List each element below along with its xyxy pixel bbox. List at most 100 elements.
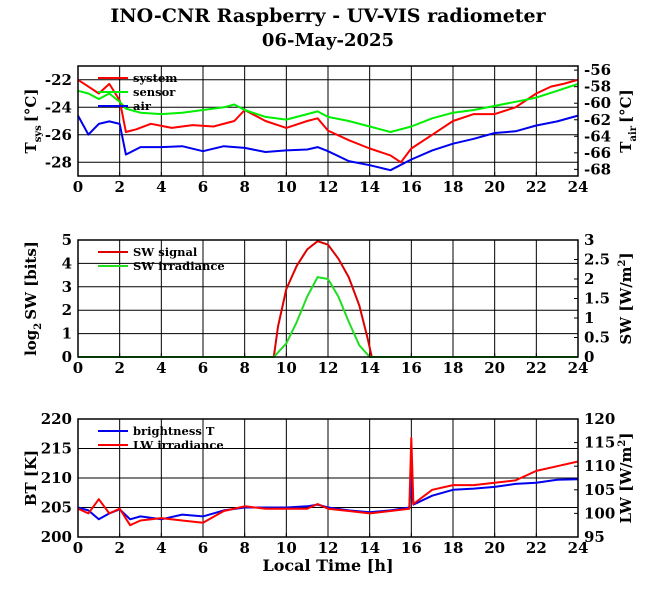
y-right-axis-label-unit: ]	[617, 433, 635, 440]
panel-2: 0 2 4 6 8 10 12 14 16 18 20 22 2401234500.511.522.53…	[22, 231, 635, 377]
y-right-tick-label: 0.5	[584, 329, 610, 347]
x-tick-label: 16	[401, 359, 422, 377]
y-left-axis-label: BT [K]	[22, 450, 40, 506]
legend-label: sensor	[133, 85, 176, 99]
panels: 0 2 4 6 8 10 12 14 16 18 20 22 24-22-24-26-28-56-58-…	[22, 61, 639, 575]
x-tick-label: 2	[114, 359, 124, 377]
y-left-tick-label: 3	[62, 278, 72, 296]
y-right-tick-label: 105	[584, 481, 615, 499]
y-right-tick-label: -60	[584, 94, 611, 112]
y-left-tick-label: 200	[41, 528, 72, 546]
y-right-tick-label: 2.5	[584, 251, 610, 269]
y-right-tick-label: 2	[584, 270, 594, 288]
x-tick-label: 24	[568, 539, 589, 557]
x-tick-label: 18	[443, 178, 464, 196]
series-line-system	[77, 78, 579, 164]
x-tick-label: 4	[156, 178, 166, 196]
x-tick-label: 22	[526, 359, 547, 377]
series-line-sw-irradiance	[78, 276, 578, 358]
series-line-sensor	[77, 82, 579, 133]
y-right-tick-label: 120	[584, 410, 615, 428]
y-left-tick-label: 0	[62, 348, 72, 366]
y-left-tick-label: 205	[41, 499, 72, 517]
y-right-tick-label: 3	[584, 231, 594, 249]
y-right-axis-label: SW [W/m2]	[617, 252, 635, 344]
y-right-tick-label: 100	[584, 504, 615, 522]
y-left-axis-label-sub: 2	[33, 323, 44, 330]
y-right-axis-label-main: T	[617, 141, 635, 153]
y-right-tick-label: -62	[584, 111, 611, 129]
figure-title: INO-CNR Raspberry - UV-VIS radiometer	[110, 5, 546, 27]
y-right-axis-label-unit: [°C]	[617, 89, 635, 123]
series-line-sw-signal	[78, 240, 578, 358]
y-left-tick-label: 5	[62, 231, 72, 249]
x-tick-label: 20	[484, 359, 505, 377]
series-line-lw-irradiance	[77, 436, 579, 527]
x-tick-label: 12	[318, 178, 339, 196]
y-left-tick-label: 1	[62, 325, 72, 343]
x-tick-label: 10	[276, 359, 297, 377]
y-right-tick-label: -64	[584, 127, 611, 145]
y-left-axis-label-unit: SW [bits]	[22, 241, 40, 320]
y-left-tick-label: -26	[45, 126, 72, 144]
x-tick-label: 6	[198, 359, 208, 377]
y-right-tick-label: -66	[584, 144, 611, 162]
x-tick-label: 22	[526, 178, 547, 196]
y-left-axis-label-unit: [°C]	[22, 89, 40, 123]
x-tick-label: 0	[73, 539, 83, 557]
x-tick-label: 20	[484, 178, 505, 196]
y-right-axis-label: Tair [°C]	[617, 89, 639, 152]
x-tick-label: 0	[73, 359, 83, 377]
y-right-tick-label: -56	[584, 61, 611, 79]
panel-1: 0 2 4 6 8 10 12 14 16 18 20 22 24-22-24-26-28-56-58-…	[22, 61, 639, 196]
y-left-axis-label: Tsys [°C]	[22, 89, 44, 154]
y-left-tick-label: -28	[45, 153, 72, 171]
y-left-tick-label: 210	[41, 469, 72, 487]
x-tick-label: 0	[73, 178, 83, 196]
y-left-tick-label: 220	[41, 410, 72, 428]
x-tick-label: 6	[198, 178, 208, 196]
y-left-tick-label: 2	[62, 301, 72, 319]
x-tick-label: 16	[401, 178, 422, 196]
figure-subtitle: 06-May-2025	[262, 30, 394, 51]
y-right-tick-label: 1.5	[584, 290, 610, 308]
y-right-tick-label: 115	[584, 434, 615, 452]
y-left-axis-label-sub: sys	[33, 125, 44, 142]
legend-label: system	[133, 71, 177, 85]
y-right-axis-label: LW [W/m2]	[617, 433, 635, 524]
x-tick-label: 4	[156, 359, 166, 377]
x-tick-label: 10	[276, 178, 297, 196]
x-tick-label: 2	[114, 178, 124, 196]
y-left-tick-label: -22	[45, 71, 72, 89]
y-right-tick-label: -58	[584, 78, 611, 96]
legend-label: brightness T	[133, 424, 215, 438]
y-right-axis-label-unit: ]	[617, 252, 635, 259]
x-tick-label: 20	[484, 539, 505, 557]
y-right-axis-label-sup: 2	[617, 259, 628, 266]
x-tick-label: 12	[318, 359, 339, 377]
y-left-tick-label: -24	[45, 98, 72, 116]
x-tick-label: 14	[359, 539, 380, 557]
x-tick-label: 10	[276, 539, 297, 557]
series-line-air	[77, 114, 579, 172]
y-right-tick-label: 1	[584, 309, 594, 327]
x-tick-label: 14	[359, 359, 380, 377]
legend-label: air	[133, 99, 152, 113]
x-tick-label: 16	[401, 539, 422, 557]
y-left-axis-label: log2 SW [bits]	[22, 241, 44, 356]
y-right-tick-label: 110	[584, 457, 615, 475]
x-tick-label: 6	[198, 539, 208, 557]
x-tick-label: 12	[318, 539, 339, 557]
y-right-tick-label: 0	[584, 348, 594, 366]
y-left-tick-label: 4	[62, 254, 72, 272]
x-tick-label: 24	[568, 178, 589, 196]
x-tick-label: 22	[526, 539, 547, 557]
y-left-axis-label-main: BT [K]	[22, 450, 40, 506]
x-tick-label: 8	[239, 359, 249, 377]
x-tick-label: 14	[359, 178, 380, 196]
y-right-axis-label-main: LW [W/m	[617, 446, 635, 523]
legend-label: SW signal	[133, 245, 198, 259]
y-right-axis-label-main: SW [W/m	[617, 266, 635, 344]
x-tick-label: 18	[443, 359, 464, 377]
